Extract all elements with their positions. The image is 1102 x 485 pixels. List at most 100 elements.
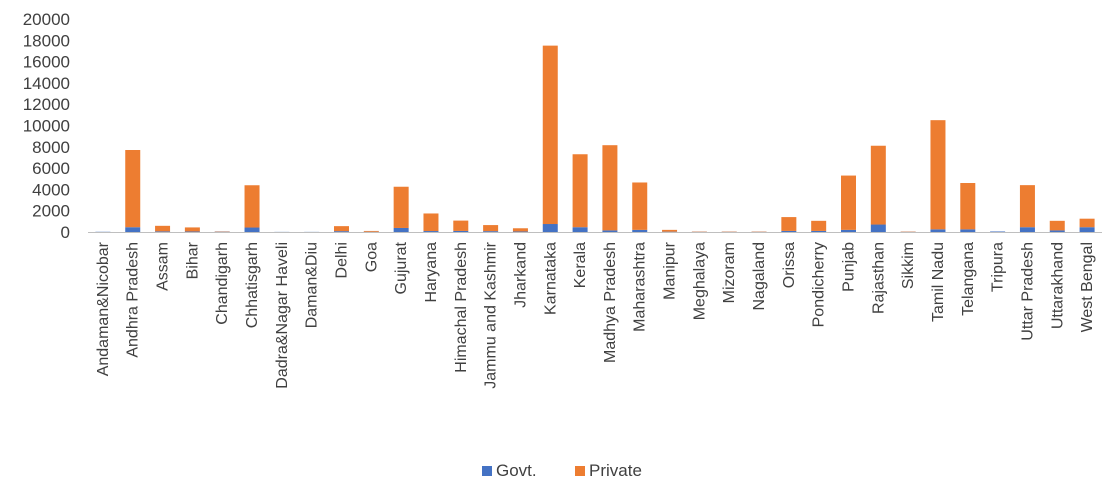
x-tick-label: Chhatisgarh xyxy=(244,242,261,328)
bar-govt xyxy=(125,227,140,232)
bar-private xyxy=(573,154,588,227)
bar-govt xyxy=(960,229,975,232)
legend-swatch-private xyxy=(575,466,585,476)
x-tick-label: Andhra Pradesh xyxy=(125,242,142,358)
legend-label-govt: Govt. xyxy=(496,461,537,480)
bar-private xyxy=(334,226,349,231)
y-tick-label: 12000 xyxy=(23,95,70,114)
bar-govt xyxy=(1050,230,1065,232)
x-tick-label: Telangana xyxy=(960,242,977,316)
x-tick-label: Manipur xyxy=(662,241,679,299)
x-tick-label: Assam xyxy=(155,242,172,291)
x-tick-label: Maharashtra xyxy=(632,242,649,332)
legend-label-private: Private xyxy=(589,461,642,480)
bar-govt xyxy=(423,231,438,232)
legend: Govt. Private xyxy=(482,461,642,480)
bar-govt xyxy=(453,231,468,232)
bar-govt xyxy=(483,231,498,232)
bar-private xyxy=(662,230,677,232)
bar-private xyxy=(483,225,498,231)
x-tick-label: Himachal Pradesh xyxy=(453,242,470,373)
y-tick-label: 6000 xyxy=(32,159,70,178)
bar-private xyxy=(364,231,379,232)
y-axis-ticks: 0200040006000800010000120001400016000180… xyxy=(23,10,70,242)
bar-govt xyxy=(155,231,170,232)
x-tick-label: Meghalaya xyxy=(691,242,708,320)
x-tick-label: West Bengal xyxy=(1079,242,1096,332)
bar-private xyxy=(1080,219,1095,228)
bar-private xyxy=(930,120,945,229)
x-tick-label: Karnataka xyxy=(542,242,559,315)
bar-govt xyxy=(781,231,796,232)
x-tick-label: Delhi xyxy=(334,242,351,278)
y-tick-label: 14000 xyxy=(23,74,70,93)
bar-govt xyxy=(573,227,588,232)
bar-private xyxy=(155,226,170,232)
bar-private xyxy=(394,187,409,228)
x-tick-label: Sikkim xyxy=(900,242,917,289)
x-tick-label: Andaman&Nicobar xyxy=(95,241,112,376)
bar-govt xyxy=(334,231,349,232)
x-tick-label: Daman&Diu xyxy=(304,242,321,328)
x-tick-label: Jammu and Kashmir xyxy=(483,241,500,388)
bar-govt xyxy=(394,228,409,232)
bar-govt xyxy=(990,231,1005,232)
bar-govt xyxy=(513,231,528,232)
bar-govt xyxy=(185,231,200,232)
bar-private xyxy=(602,145,617,230)
bar-private xyxy=(423,213,438,231)
y-tick-label: 2000 xyxy=(32,202,70,221)
x-tick-label: Tripura xyxy=(990,242,1007,292)
bar-private xyxy=(125,150,140,227)
bar-govt xyxy=(543,224,558,232)
y-tick-label: 0 xyxy=(61,223,70,242)
x-tick-label: Chandigarh xyxy=(214,242,231,325)
x-tick-label: Haryana xyxy=(423,242,440,303)
x-tick-label: Uttar Pradesh xyxy=(1019,242,1036,341)
bar-private xyxy=(543,46,558,224)
y-tick-label: 16000 xyxy=(23,53,70,72)
x-tick-label: Pondicherry xyxy=(811,242,828,327)
bar-private xyxy=(453,221,468,231)
x-tick-label: Rajasthan xyxy=(870,242,887,314)
x-tick-label: Bihar xyxy=(184,241,201,279)
bar-private xyxy=(811,221,826,231)
bar-private xyxy=(513,228,528,231)
bar-govt xyxy=(930,229,945,232)
bar-govt xyxy=(602,230,617,232)
x-tick-label: Jharkand xyxy=(512,242,529,308)
bar-govt xyxy=(1080,227,1095,232)
x-tick-label: Goa xyxy=(363,242,380,272)
bars xyxy=(95,46,1094,232)
y-tick-label: 10000 xyxy=(23,117,70,136)
bar-private xyxy=(871,146,886,225)
bar-govt xyxy=(1020,227,1035,232)
x-tick-label: Madhya Pradesh xyxy=(602,242,619,363)
bar-private xyxy=(841,176,856,230)
bar-govt xyxy=(841,230,856,232)
x-axis-ticks: Andaman&Nicobar Andhra Pradesh Assam Bihar C… xyxy=(95,241,1096,388)
y-tick-label: 8000 xyxy=(32,138,70,157)
x-tick-label: Gujurat xyxy=(393,241,410,294)
bar-private xyxy=(781,217,796,231)
y-tick-label: 20000 xyxy=(23,10,70,29)
x-tick-label: Tamil Nadu xyxy=(930,242,947,322)
bar-govt xyxy=(245,228,260,232)
y-tick-label: 18000 xyxy=(23,31,70,50)
bar-govt xyxy=(811,231,826,232)
bar-private xyxy=(185,227,200,231)
bar-private xyxy=(632,182,647,229)
x-tick-label: Nagaland xyxy=(751,242,768,311)
x-tick-label: Punjab xyxy=(841,242,858,292)
bar-private xyxy=(1020,185,1035,227)
x-tick-label: Uttarakhand xyxy=(1049,242,1066,329)
x-tick-label: Orissa xyxy=(781,242,798,288)
x-tick-label: Dadra&Nagar Haveli xyxy=(274,242,291,389)
bar-private xyxy=(245,185,260,227)
x-tick-label: Kerala xyxy=(572,242,589,288)
bar-private xyxy=(960,183,975,229)
bar-private xyxy=(1050,221,1065,231)
legend-swatch-govt xyxy=(482,466,492,476)
